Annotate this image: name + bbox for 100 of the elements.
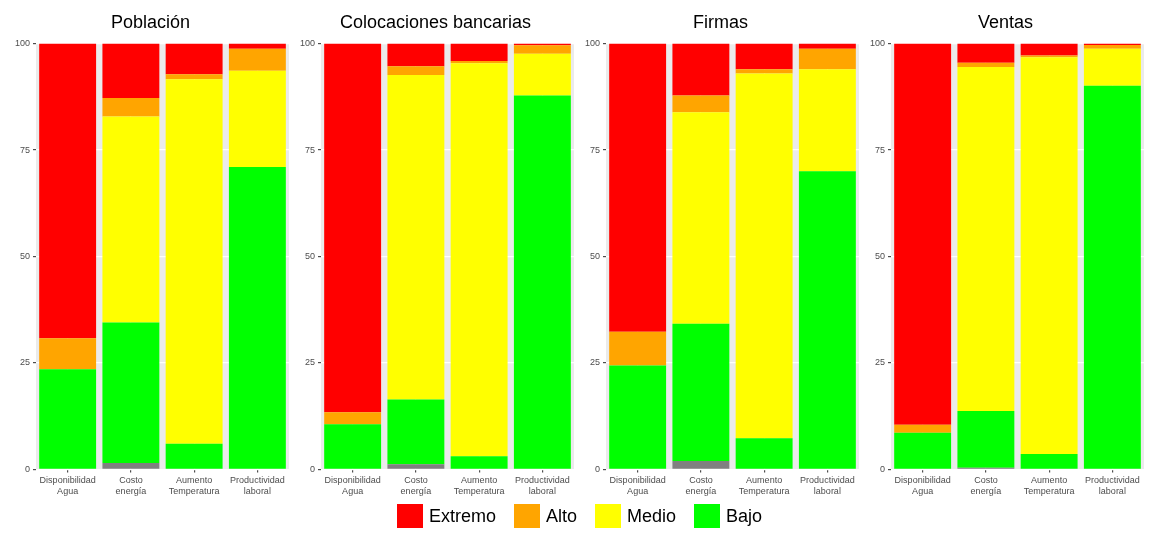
bar [387,399,445,465]
bar [513,95,571,469]
bar [957,67,1015,412]
x-tick-label: Productividad laboral [230,475,285,497]
chart-title: Colocaciones bancarias [339,11,532,32]
y-tick-label: 50 [20,250,31,261]
bar [798,43,856,49]
bar [957,43,1015,63]
y-tick-label: 25 [875,357,886,368]
x-tick-label: Productividad laboral [515,475,570,497]
bar [39,338,97,370]
y-tick-label: 50 [305,250,316,261]
y-tick-label: 75 [20,144,31,155]
bar [735,438,793,469]
bar [735,43,793,70]
y-tick-label: 0 [310,463,316,474]
bar [957,62,1015,68]
x-tick-label: Disponibilidad Agua [609,475,666,497]
chart-title: Firmas [693,11,748,32]
y-tick-label: 0 [25,463,31,474]
bar [1020,454,1078,469]
bar [1083,44,1141,49]
y-tick-label: 25 [590,357,601,368]
bar [228,43,286,49]
y-tick-label: 100 [299,38,316,49]
bar [450,63,508,457]
y-tick-label: 50 [590,250,601,261]
x-tick-label: Disponibilidad Agua [39,475,96,497]
chart-title: Población [110,11,191,32]
bar [102,116,160,323]
bar [672,43,730,96]
bar [324,43,382,413]
bar [102,98,160,117]
bar [228,48,286,71]
bar [165,43,223,75]
bar [39,43,97,339]
bar [102,463,160,469]
legend-label: Alto [545,505,577,527]
bar [513,53,571,96]
bar [387,43,445,67]
bar [957,411,1015,468]
bar [1020,57,1078,455]
x-tick-label: Costo energía [400,475,432,497]
bar [894,43,952,425]
chart-title: Ventas [977,11,1034,32]
bar [228,70,286,168]
bar [387,464,445,469]
y-tick-label: 50 [875,250,886,261]
bar [228,167,286,469]
y-tick-label: 100 [14,38,31,49]
y-tick-label: 100 [869,38,886,49]
bar [672,95,730,113]
bar [609,365,667,469]
bar [450,456,508,469]
x-tick-label: Costo energía [970,475,1002,497]
x-tick-label: Costo energía [685,475,717,497]
bar [387,66,445,76]
bar [672,460,730,469]
bar [165,443,223,469]
bar [324,424,382,469]
x-tick-label: Productividad laboral [1085,475,1140,497]
bar [735,73,793,439]
bar [102,43,160,99]
bar [735,69,793,74]
x-tick-label: Aumento Temperatura [168,475,220,497]
x-tick-label: Disponibilidad Agua [894,475,951,497]
x-tick-label: Productividad laboral [800,475,855,497]
y-tick-label: 0 [595,463,601,474]
bar [609,43,667,332]
bar [894,432,952,469]
y-tick-label: 25 [305,357,316,368]
bar [450,61,508,64]
y-tick-label: 100 [584,38,601,49]
x-tick-label: Costo energía [115,475,147,497]
bar [1083,85,1141,469]
x-tick-label: Aumento Temperatura [738,475,790,497]
bar [513,45,571,54]
bar [324,412,382,425]
bar [609,331,667,366]
bar [798,48,856,70]
bar [1083,48,1141,86]
legend-label: Extremo [428,505,496,527]
bar [894,424,952,433]
bar [798,69,856,172]
y-tick-label: 75 [875,144,886,155]
legend-label: Medio [627,505,677,527]
y-tick-label: 0 [880,463,886,474]
bar [39,369,97,469]
bar [672,112,730,324]
bar [1020,43,1078,56]
bar [165,74,223,80]
x-tick-label: Aumento Temperatura [1023,475,1075,497]
x-tick-label: Disponibilidad Agua [324,475,381,497]
y-tick-label: 25 [20,357,31,368]
bar [672,323,730,461]
y-tick-label: 75 [305,144,316,155]
y-tick-label: 75 [590,144,601,155]
bar [387,75,445,400]
bar [102,322,160,464]
bar [450,43,508,62]
